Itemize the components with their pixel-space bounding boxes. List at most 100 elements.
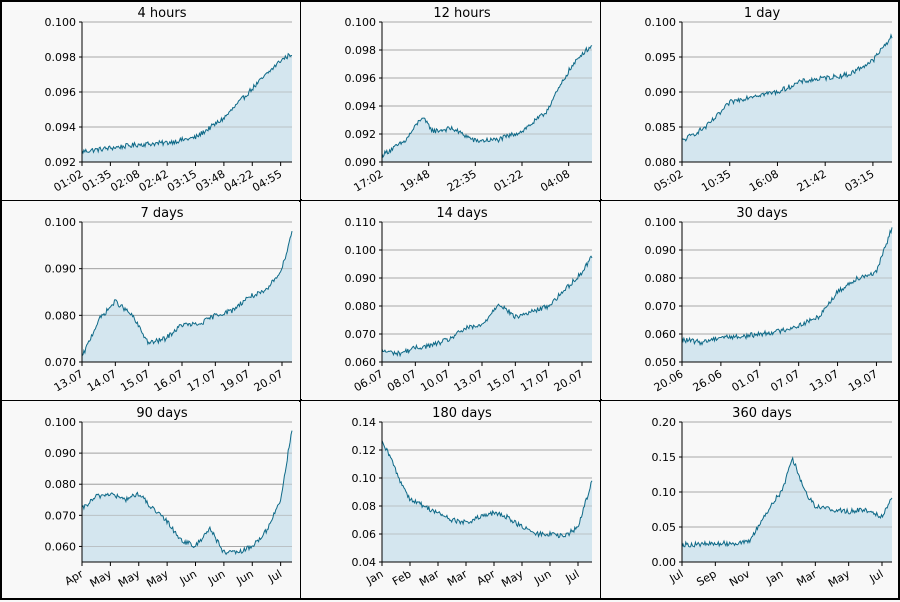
chart-svg: 360 days 0.00 0.05 0.10 0.15 0.20 Jul Sep Nov Jan… [652,406,893,590]
x-tick-label: 14.07 [85,367,119,394]
x-tick-label: May [499,567,526,590]
y-tick-label: 0.098 [45,51,77,64]
y-tick-label: 0.090 [645,86,677,99]
y-tick-label: 0.060 [345,356,377,369]
x-tick-label: Sep [694,567,718,589]
y-tick-label: 0.080 [345,300,377,313]
chart-title: 90 days [136,406,188,421]
series-line [381,255,593,358]
x-tick-label: Feb [390,567,413,588]
x-tick-label: Mar [445,567,470,589]
x-tick-label: 03:15 [842,167,876,194]
y-tick-label: 0.080 [45,309,77,322]
x-tick-label: 13.07 [807,367,841,394]
y-tick-label: 0.094 [345,100,377,113]
y-tick-label: 0.070 [345,328,377,341]
y-tick-label: 0.20 [652,416,677,429]
y-tick-label: 0.080 [645,272,677,285]
x-tick-label: 19.07 [846,367,880,394]
y-tick-label: 0.096 [45,86,77,99]
y-tick-label: 0.070 [45,509,77,522]
y-tick-label: 0.060 [45,540,77,553]
x-tick-label: Jul [563,567,582,585]
chart-title: 30 days [736,206,788,221]
series-line [681,227,893,347]
panel-divider [2,399,898,401]
x-tick-label: 15.07 [118,367,152,394]
x-tick-label: 02:08 [108,167,142,194]
x-tick-label: 19.07 [218,367,252,394]
chart-title: 14 days [436,206,488,221]
x-tick-label: Jun [234,567,256,587]
y-tick-label: 0.15 [652,451,677,464]
x-tick-label: May [826,567,853,590]
series-line [381,45,593,159]
chart-panel: 180 days 0.04 0.06 0.08 0.10 0.12 0.14 Jan Feb Ma… [302,402,600,598]
chart-panel: 360 days 0.00 0.05 0.10 0.15 0.20 Jul Sep Nov Jan… [602,402,898,598]
x-tick-label: Jul [265,567,284,585]
series-line [681,456,893,548]
y-tick-label: 0.050 [645,356,677,369]
y-tick-label: 0.05 [652,521,677,534]
x-tick-label: 01:35 [80,167,114,194]
x-tick-label: Jan [763,567,785,587]
x-tick-label: Nov [727,567,753,589]
area-fill [682,227,892,362]
x-tick-label: 01:02 [52,167,86,194]
chart-title: 7 days [140,206,183,221]
x-tick-label: 21:42 [795,167,829,194]
x-tick-label: May [144,567,171,590]
x-tick-label: 03:48 [193,167,227,194]
y-tick-label: 0.100 [345,16,377,29]
chart-panel: 14 days 0.060 0.070 0.080 0.090 0.100 0.110 06.… [302,202,600,400]
y-tick-label: 0.10 [352,472,377,485]
chart-panel: 4 hours 0.092 0.094 0.096 0.098 0.100 01:02 01:… [2,2,300,200]
y-tick-label: 0.110 [345,216,377,229]
x-tick-label: 17:02 [352,167,386,194]
x-tick-label: May [88,567,115,590]
y-tick-label: 0.00 [652,556,677,569]
y-tick-label: 0.080 [645,156,677,169]
series-line [681,33,893,142]
x-tick-label: 15.07 [485,367,519,394]
x-tick-label: 04:08 [538,167,572,194]
y-tick-label: 0.090 [645,244,677,257]
chart-title: 360 days [732,406,792,421]
series-line [81,430,293,556]
y-tick-label: 0.094 [45,121,77,134]
y-tick-label: 0.100 [45,216,77,229]
chart-panel: 30 days 0.050 0.060 0.070 0.080 0.090 0.100 20.… [602,202,898,400]
x-tick-label: Mar [794,567,819,589]
y-tick-label: 0.06 [352,528,377,541]
chart-title: 12 hours [433,6,490,21]
chart-title: 1 day [744,6,781,21]
x-tick-label: Jun [531,567,553,587]
y-tick-label: 0.095 [645,51,677,64]
area-fill [682,35,892,162]
x-tick-label: 10.07 [418,367,452,394]
x-tick-label: 03:15 [165,167,199,194]
area-fill [382,45,592,162]
chart-svg: 30 days 0.050 0.060 0.070 0.080 0.090 0.100 20.… [645,206,893,394]
x-tick-label: Apr [63,567,86,588]
chart-svg: 12 hours 0.090 0.092 0.094 0.096 0.098 0.100 17… [345,6,593,194]
y-tick-label: 0.085 [645,121,677,134]
chart-svg: 7 days 0.070 0.080 0.090 0.100 13.07 14.07 15.0… [45,206,293,394]
series-line [81,52,293,155]
x-tick-label: Jun [177,567,199,587]
chart-title: 4 hours [138,6,187,21]
x-tick-label: 20.07 [252,367,286,394]
x-tick-label: 19:48 [398,167,432,194]
x-tick-label: Jan [363,567,385,587]
x-tick-label: 16:08 [747,167,781,194]
x-tick-label: 10:35 [699,167,733,194]
y-tick-label: 0.14 [352,416,377,429]
x-tick-label: 04:55 [250,167,284,194]
y-tick-label: 0.096 [345,72,377,85]
x-tick-label: 08.07 [385,367,419,394]
y-tick-label: 0.080 [45,478,77,491]
x-tick-label: 17.07 [518,367,552,394]
x-tick-label: Jul [667,567,686,585]
chart-svg: 4 hours 0.092 0.094 0.096 0.098 0.100 01:0201:… [45,6,293,194]
